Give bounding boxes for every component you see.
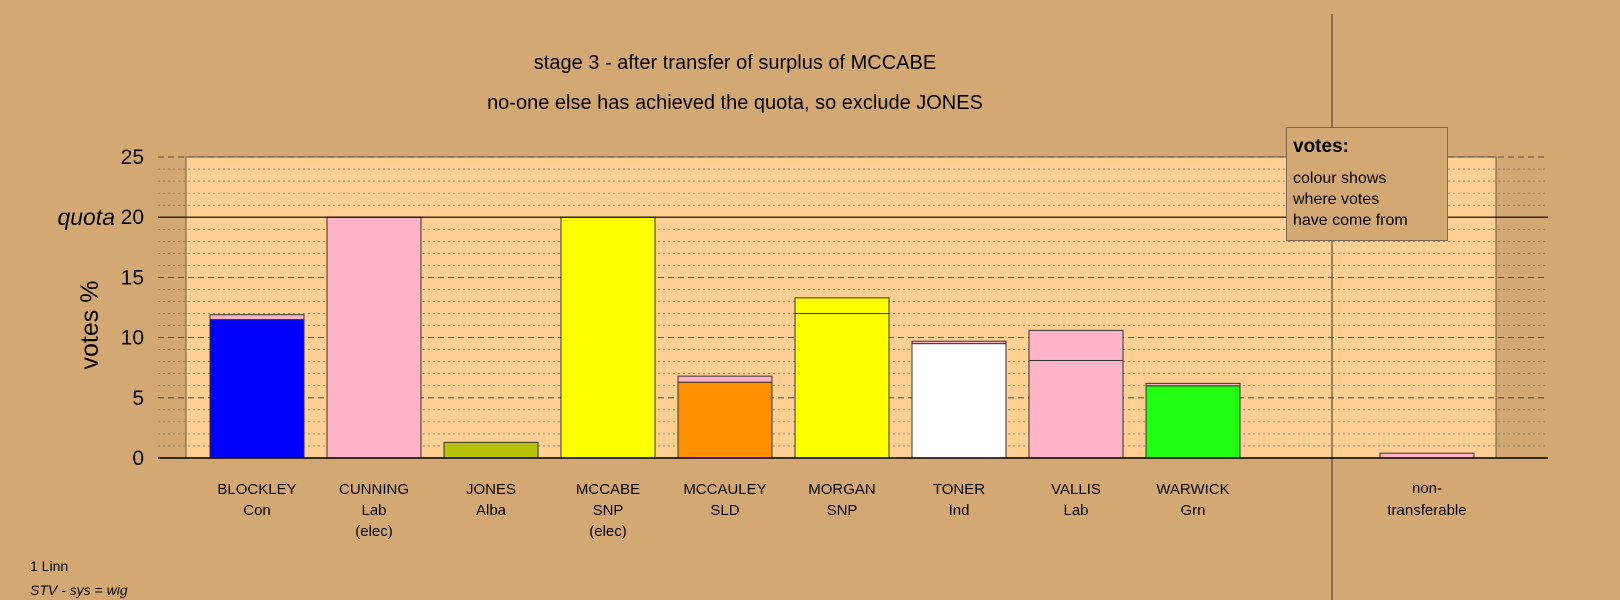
bar-mccabe-segment xyxy=(560,216,656,459)
x-tick-label-party: Ind xyxy=(949,502,970,519)
bar-warwick-segment xyxy=(1145,382,1241,387)
quota-label: quota xyxy=(57,204,115,230)
bar-mccauley-segment xyxy=(677,381,773,459)
x-tick-label-name: MCCABE xyxy=(576,481,640,498)
x-tick-label-nontransferable: transferable xyxy=(1387,502,1466,519)
y-axis-label: votes % xyxy=(76,281,104,370)
bar-jones-segment xyxy=(443,441,539,459)
x-tick-label-party: Con xyxy=(243,502,271,519)
bar-nontransferable-segment xyxy=(1379,452,1475,459)
chart-title: stage 3 - after transfer of surplus of M… xyxy=(533,52,937,74)
x-tick-label-name: JONES xyxy=(466,481,516,498)
x-tick-label-party: Alba xyxy=(476,502,507,519)
x-tick-label-note: (elec) xyxy=(589,523,627,540)
x-tick-label-note: (elec) xyxy=(355,523,393,540)
y-tick-label: 25 xyxy=(121,146,144,169)
y-tick-label: 5 xyxy=(132,387,144,410)
bar-blockley-segment xyxy=(209,314,305,321)
bar-warwick-segment xyxy=(1145,385,1241,459)
x-tick-label-party: Lab xyxy=(1063,502,1088,519)
bar-mccauley-segment xyxy=(677,375,773,383)
footer-constituency: 1 Linn xyxy=(30,558,69,574)
legend-box: votes: colour shows where votes have com… xyxy=(1286,127,1448,241)
y-tick-label: 15 xyxy=(121,266,144,289)
x-tick-label-party: SNP xyxy=(827,502,858,519)
bar-cunning-segment xyxy=(326,216,422,459)
legend-title: votes: xyxy=(1293,136,1349,157)
bar-toner-segment xyxy=(911,340,1007,345)
bar-blockley-segment xyxy=(209,319,305,459)
footer-system: STV - sys = wig xyxy=(30,582,128,598)
y-tick-label: 0 xyxy=(132,447,144,470)
bar-vallis-segment xyxy=(1028,329,1124,361)
bar-toner-segment xyxy=(911,343,1007,459)
chart-subtitle: no-one else has achieved the quota, so e… xyxy=(487,92,983,114)
x-tick-label-name: MCCAULEY xyxy=(683,481,766,498)
x-tick-label-party: SLD xyxy=(710,502,739,519)
bar-vallis-segment xyxy=(1028,359,1124,459)
legend-line: colour shows xyxy=(1293,170,1387,187)
x-tick-label-party: SNP xyxy=(593,502,624,519)
legend-line: where votes xyxy=(1293,191,1380,208)
x-tick-label-name: CUNNING xyxy=(339,481,409,498)
x-tick-label-name: WARWICK xyxy=(1156,481,1229,498)
x-tick-label-name: TONER xyxy=(933,481,985,498)
x-tick-label-party: Grn xyxy=(1180,502,1205,519)
x-tick-label-nontransferable: non- xyxy=(1412,480,1442,497)
x-tick-label-party: Lab xyxy=(361,502,386,519)
x-tick-label-name: MORGAN xyxy=(808,481,876,498)
legend-line: have come from xyxy=(1293,212,1408,229)
x-tick-label-name: BLOCKLEY xyxy=(217,481,296,498)
y-tick-label: 20 xyxy=(121,206,144,229)
bar-morgan-segment xyxy=(794,297,890,315)
y-tick-label: 10 xyxy=(121,327,144,350)
bar-morgan-segment xyxy=(794,313,890,459)
x-tick-label-name: VALLIS xyxy=(1051,481,1101,498)
